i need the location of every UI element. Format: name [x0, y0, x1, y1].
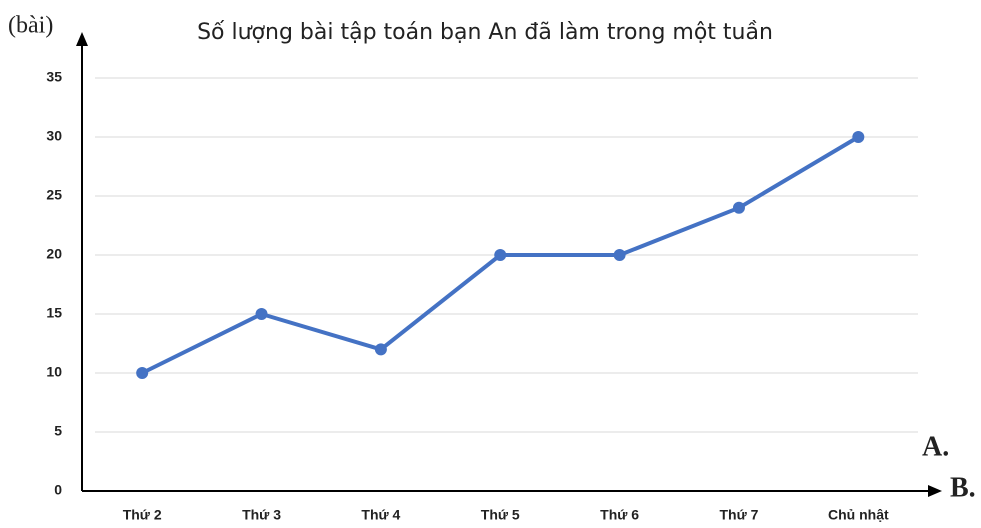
marker [255, 308, 268, 320]
y-tick-label: 35 [46, 69, 62, 85]
y-tick-label: 15 [46, 305, 62, 321]
y-tick-label: 20 [46, 246, 62, 262]
y-tick-label: 10 [46, 364, 62, 380]
x-tick-label: Thứ 6 [600, 507, 639, 523]
y-tick-label: 30 [46, 128, 62, 144]
x-tick-label: Chủ nhật [828, 507, 889, 523]
x-tick-label: Thứ 5 [481, 507, 520, 523]
y-tick-label: 5 [54, 423, 62, 439]
annotation: A. [922, 431, 949, 462]
annotation: B. [950, 472, 976, 503]
x-tick-label: Thứ 2 [123, 507, 162, 523]
y-axis-arrow [76, 32, 88, 46]
y-tick-label: 25 [46, 187, 62, 203]
y-axis-label: (bài) [8, 13, 53, 39]
chart-title: Số lượng bài tập toán bạn An đã làm tron… [197, 20, 773, 45]
x-axis-arrow [928, 485, 942, 497]
grid [95, 77, 918, 492]
x-tick-label: Thứ 7 [720, 507, 759, 523]
marker [852, 131, 865, 143]
marker [494, 249, 507, 261]
y-tick-label: 0 [54, 482, 62, 498]
marker [374, 343, 387, 356]
x-tick-label: Thứ 4 [361, 507, 400, 523]
marker [732, 201, 745, 214]
x-tick-label: Thứ 3 [242, 507, 281, 523]
marker [613, 249, 626, 261]
marker [136, 367, 149, 379]
